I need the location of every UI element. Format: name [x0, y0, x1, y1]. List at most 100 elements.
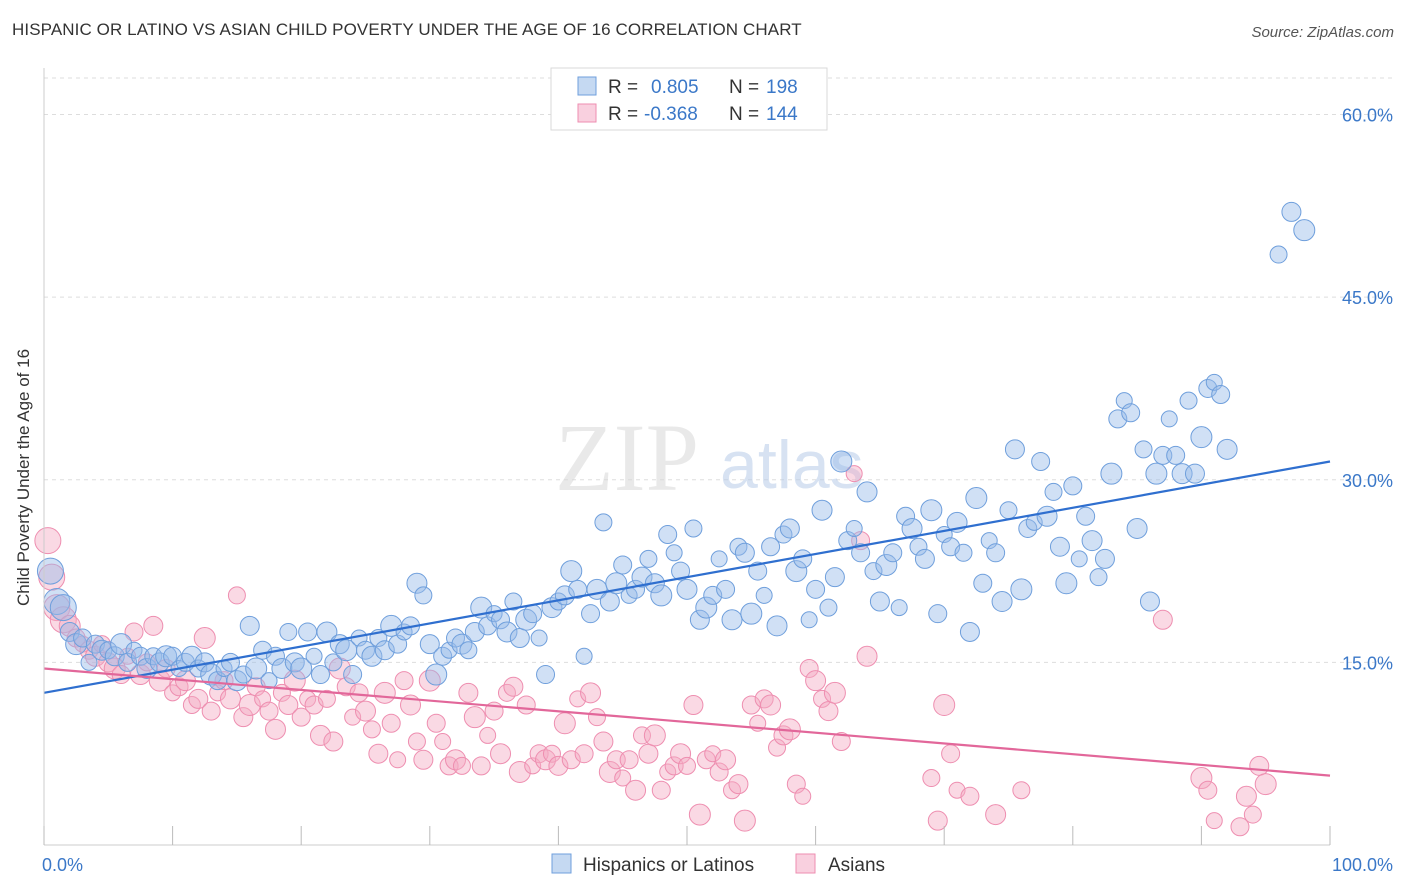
- asian-point: [1235, 785, 1257, 807]
- hispanic-point: [464, 621, 485, 642]
- asian-point: [407, 732, 426, 751]
- series-legend: Hispanics or Latinos Asians: [551, 853, 885, 876]
- asian-point: [373, 681, 396, 704]
- hispanic-point: [1018, 518, 1038, 538]
- y-tick-labels: 15.0% 30.0% 45.0% 60.0%: [1342, 106, 1393, 674]
- hispanic-point: [91, 639, 113, 661]
- hispanic-point: [1198, 378, 1218, 398]
- hispanic-point: [890, 599, 908, 617]
- asian-point: [418, 669, 441, 692]
- stats-n-label-hispanic: N =: [729, 77, 759, 98]
- hispanic-point: [1121, 403, 1141, 423]
- asian-point: [933, 693, 956, 716]
- asian-point: [227, 586, 246, 605]
- y-axis-label: Child Poverty Under the Age of 16: [14, 349, 34, 606]
- hispanic-point: [419, 634, 440, 655]
- hispanic-point: [581, 604, 601, 624]
- asian-point: [845, 465, 863, 483]
- asian-point: [941, 744, 961, 764]
- hispanic-point: [824, 567, 845, 588]
- hispanic-point: [851, 543, 871, 563]
- hispanic-point: [1126, 517, 1148, 539]
- hispanic-point: [1179, 391, 1198, 410]
- hispanic-point: [271, 657, 293, 679]
- hispanic-point: [1108, 409, 1128, 429]
- hispanic-point: [36, 557, 64, 585]
- asian-point: [309, 724, 331, 746]
- asian-point: [638, 743, 659, 764]
- hispanic-point: [658, 525, 678, 545]
- x-tick-label-min: 0.0%: [42, 855, 83, 875]
- asian-point: [768, 738, 787, 757]
- asian-trend-line: [43, 667, 1331, 777]
- asian-point: [355, 700, 376, 722]
- hispanic-point: [774, 525, 793, 544]
- asian-point: [516, 695, 536, 715]
- hispanic-point: [104, 646, 125, 667]
- hispanic-point: [613, 555, 633, 575]
- hispanic-point: [1063, 476, 1083, 496]
- hispanic-point: [800, 611, 818, 629]
- hispanic-point: [530, 629, 548, 647]
- asian-point: [214, 671, 234, 691]
- asian-point: [490, 743, 512, 765]
- asian-point: [723, 781, 742, 800]
- hispanic-point: [965, 487, 988, 510]
- asian-point: [688, 803, 711, 826]
- hispanic-point: [130, 646, 150, 666]
- hispanic-point: [1190, 426, 1213, 449]
- hispanic-point: [811, 499, 833, 521]
- asian-point: [678, 756, 696, 775]
- hispanic-point: [1010, 578, 1033, 601]
- hispanic-point: [80, 653, 98, 671]
- trend-lines: [43, 460, 1331, 777]
- asian-point: [336, 677, 356, 697]
- hispanic-point: [1134, 440, 1153, 459]
- asian-point: [856, 645, 878, 667]
- hispanic-point: [279, 622, 298, 641]
- hispanic-point: [305, 647, 323, 665]
- hispanic-point: [324, 653, 343, 672]
- hispanic-point: [504, 592, 523, 611]
- hispanic-point: [671, 561, 691, 581]
- hispanic-point: [290, 657, 313, 680]
- asian-point: [619, 750, 639, 770]
- hispanic-point: [665, 544, 683, 562]
- hispanic-point: [361, 645, 383, 667]
- hispanic-point: [631, 566, 653, 588]
- asian-point: [709, 762, 729, 782]
- asian-point: [569, 690, 587, 708]
- hispanic-point: [49, 594, 77, 622]
- hispanic-point: [523, 604, 543, 624]
- asian-point: [201, 701, 221, 721]
- asian-point: [683, 694, 704, 715]
- asian-point: [922, 769, 941, 788]
- hispanic-trend-line: [43, 460, 1331, 694]
- asian-point: [344, 708, 362, 726]
- asian-point: [632, 726, 651, 745]
- hispanic-point: [536, 665, 556, 685]
- hispanic-point: [433, 646, 453, 666]
- asian-point: [188, 688, 209, 709]
- asian-point: [264, 718, 286, 740]
- stats-swatch-asian: [577, 103, 597, 123]
- hispanic-point: [1094, 548, 1115, 569]
- asian-point: [439, 756, 459, 776]
- hispanic-point: [740, 602, 763, 625]
- hispanic-point: [650, 584, 673, 607]
- hispanic-point: [560, 560, 583, 583]
- asian-point: [362, 720, 381, 739]
- hispanic-point: [695, 596, 718, 619]
- asian-point: [593, 731, 614, 752]
- asian-point: [733, 809, 756, 832]
- hispanic-point: [509, 628, 530, 649]
- chart-title: HISPANIC OR LATINO VS ASIAN CHILD POVERT…: [12, 20, 802, 39]
- legend-swatch-asian: [795, 853, 816, 874]
- asian-point: [529, 744, 549, 764]
- hispanic-point: [245, 657, 268, 680]
- hispanic-point: [99, 641, 118, 660]
- hispanic-point: [920, 499, 943, 522]
- asian-point: [587, 708, 606, 727]
- hispanic-point: [819, 598, 838, 617]
- hispanic-point: [986, 543, 1006, 563]
